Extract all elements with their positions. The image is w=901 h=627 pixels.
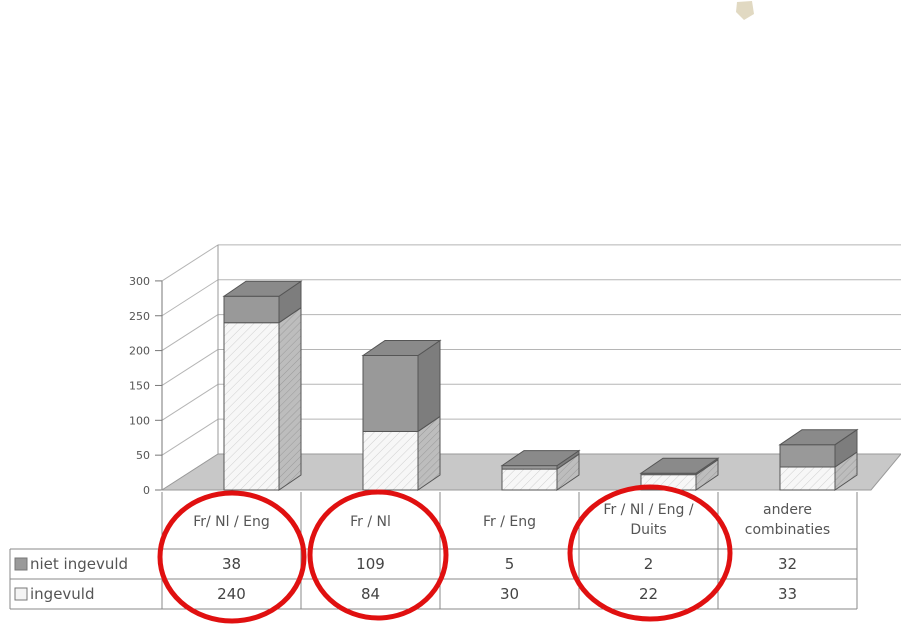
category-label: Fr / Nl [350, 514, 391, 530]
data-value: 84 [361, 585, 380, 603]
data-value: 22 [639, 585, 658, 603]
bar-ingevuld [779, 466, 836, 491]
bar-top [500, 450, 581, 467]
bar-top [778, 429, 859, 446]
bar-side [417, 339, 441, 433]
bar-ingevuld [501, 468, 558, 491]
bar-niet-ingevuld [362, 354, 419, 432]
category-label: combinaties [745, 522, 830, 538]
scan-artifact [736, 1, 754, 20]
category-label: Fr / Nl / Eng / [603, 502, 693, 518]
y-tick-label: 100 [129, 414, 150, 427]
red-circle-annotation [567, 484, 733, 622]
category-label: andere [763, 502, 812, 518]
legend-swatch [14, 587, 28, 601]
data-table: Fr/ Nl / Eng Fr / Nl Fr / Eng Fr / Nl / Eng… [9, 492, 858, 610]
data-value: 30 [500, 585, 519, 603]
annotations [157, 484, 733, 624]
legend-label: niet ingevuld [30, 555, 128, 573]
bars [222, 280, 859, 491]
y-tick-label: 250 [129, 310, 150, 323]
red-circle-annotation [157, 490, 307, 624]
red-circle-annotation [307, 489, 449, 621]
data-value: 38 [222, 555, 241, 573]
data-value: 109 [356, 555, 385, 573]
y-tick-label: 150 [129, 379, 150, 392]
bar-ingevuld [362, 430, 419, 491]
data-value: 2 [644, 555, 654, 573]
y-tick-label: 0 [143, 484, 150, 497]
bar-niet-ingevuld [223, 295, 280, 324]
y-tick-label: 300 [129, 275, 150, 288]
gridline-side [161, 349, 219, 386]
data-value: 33 [778, 585, 797, 603]
category-label: Duits [630, 522, 666, 538]
bar-ingevuld [223, 322, 280, 491]
bar-top [639, 457, 720, 474]
bar-top [361, 339, 442, 356]
legend-swatch [14, 557, 28, 571]
gridline-side [161, 383, 219, 421]
gridline-side [161, 418, 219, 456]
bar-niet-ingevuld [779, 444, 836, 468]
legend-label: ingevuld [30, 585, 95, 603]
gridline-side [161, 279, 219, 317]
bar-top [222, 280, 303, 297]
category-label: Fr/ Nl / Eng [193, 514, 270, 530]
bar-niet-ingevuld [501, 465, 558, 470]
data-value: 240 [217, 585, 246, 603]
category-label: Fr / Eng [483, 514, 536, 530]
data-value: 5 [505, 555, 515, 573]
gridline-side [161, 314, 219, 352]
gridline-side [161, 244, 219, 282]
y-tick-label: 50 [136, 449, 150, 462]
y-tick-label: 200 [129, 345, 150, 358]
data-value: 32 [778, 555, 797, 573]
bar-side [278, 306, 302, 491]
